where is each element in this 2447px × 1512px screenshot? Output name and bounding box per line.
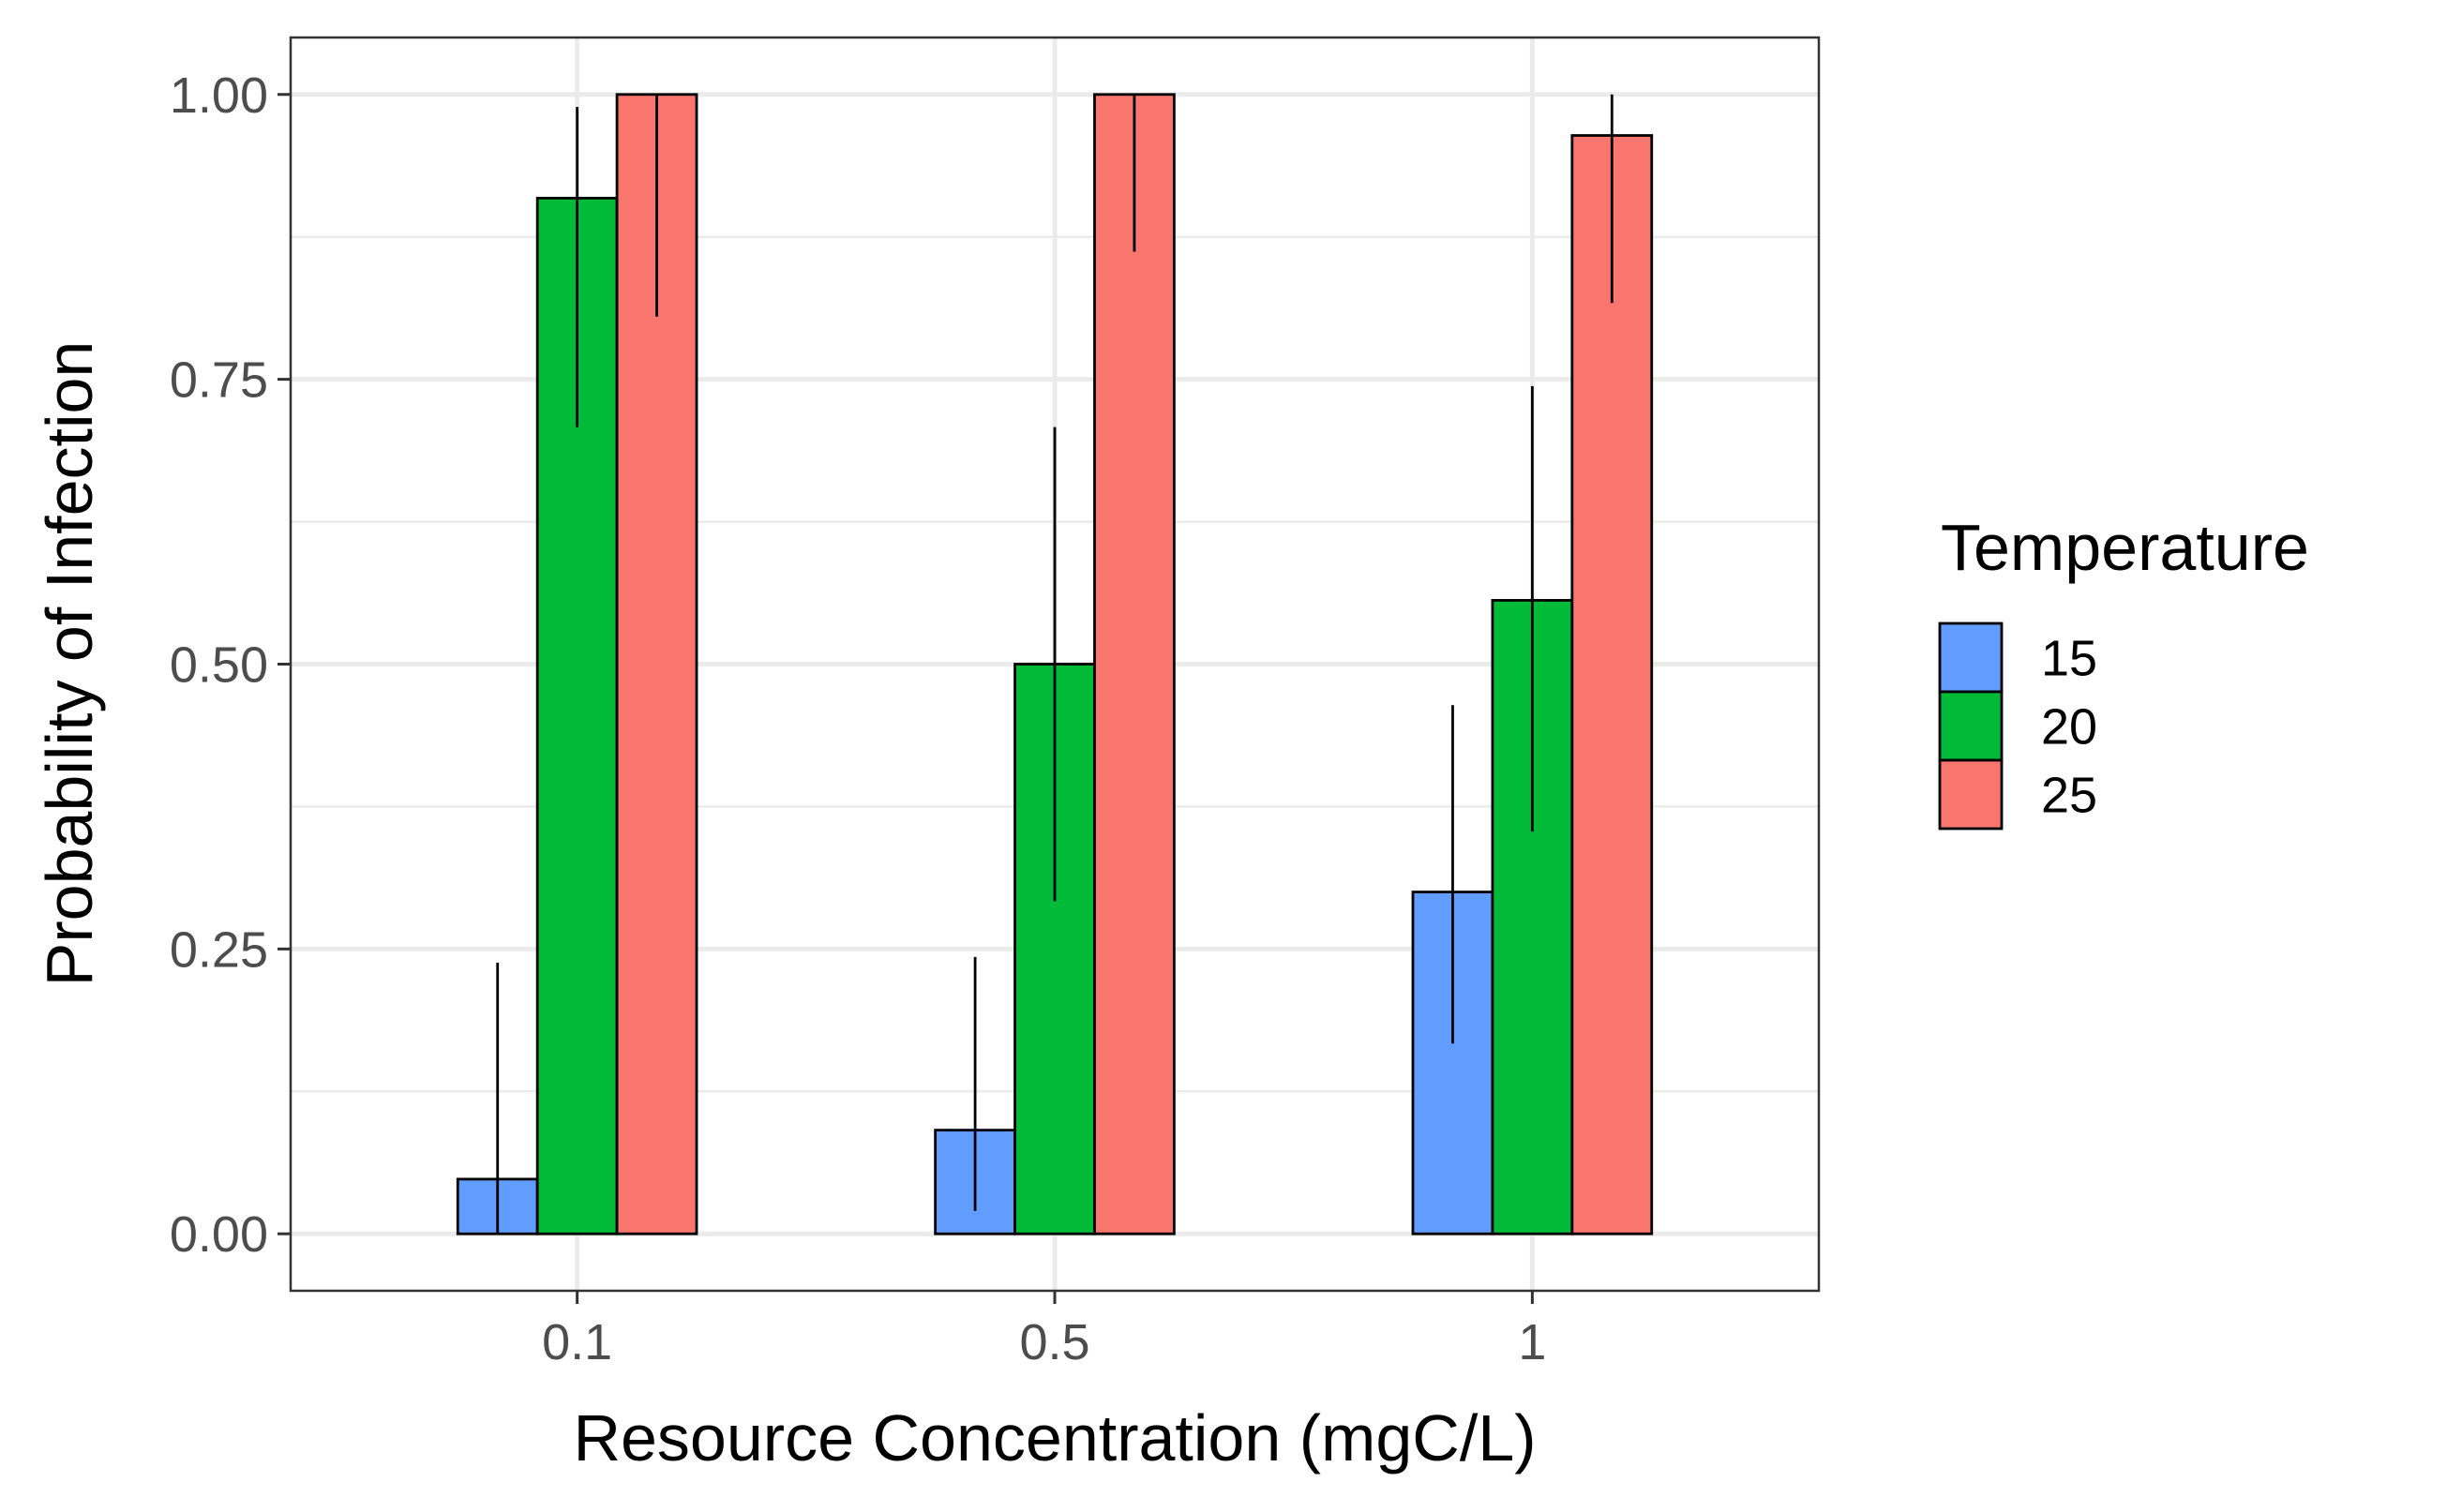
- y-tick-label: 0.25: [170, 921, 268, 978]
- y-axis: 0.00 0.25 0.50 0.75 1.00: [170, 67, 291, 1263]
- y-tick-label: 0.75: [170, 352, 268, 409]
- legend-label-15: 15: [2041, 631, 2097, 687]
- legend-title: Temperature: [1941, 511, 2309, 584]
- y-tick-label: 1.00: [170, 67, 268, 124]
- y-axis-title: Probability of Infection: [33, 341, 106, 987]
- legend: Temperature 15 20 25: [1938, 511, 2309, 831]
- y-tick-label: 0.50: [170, 637, 268, 694]
- x-tick-label: 0.1: [542, 1314, 612, 1370]
- x-tick-label: 0.5: [1019, 1314, 1089, 1370]
- legend-label-25: 25: [2041, 768, 2097, 824]
- x-axis: 0.1 0.5 1: [542, 1291, 1546, 1370]
- legend-key-15: [1938, 621, 2004, 694]
- y-tick-label: 0.00: [170, 1206, 268, 1263]
- x-tick-label: 1: [1518, 1314, 1546, 1370]
- legend-label-20: 20: [2041, 699, 2097, 756]
- error-bars-layer: [496, 94, 1614, 1235]
- x-axis-title: Resource Concentration (mgC/L): [573, 1401, 1536, 1475]
- legend-key-20: [1938, 690, 2004, 762]
- bar-series-25-1: [1570, 134, 1654, 1235]
- legend-key-25: [1938, 758, 2004, 831]
- bar-series-25-0.5: [1093, 93, 1176, 1235]
